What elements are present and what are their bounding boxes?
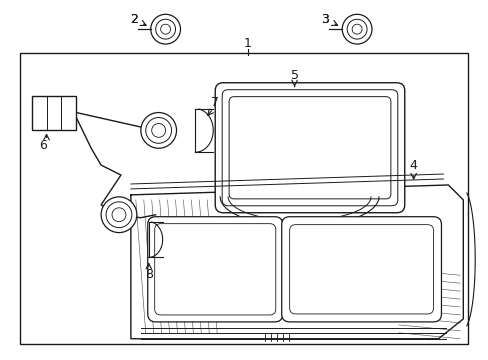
Text: 1: 1 bbox=[244, 37, 251, 50]
Text: 3: 3 bbox=[321, 13, 328, 26]
Text: 4: 4 bbox=[409, 159, 417, 172]
Bar bbox=[32, 96, 76, 130]
Circle shape bbox=[145, 117, 171, 143]
Text: 5: 5 bbox=[290, 69, 298, 82]
Text: 7: 7 bbox=[211, 96, 219, 109]
Circle shape bbox=[151, 123, 165, 137]
Circle shape bbox=[351, 24, 361, 34]
Circle shape bbox=[112, 208, 126, 222]
FancyBboxPatch shape bbox=[215, 83, 404, 213]
Bar bbox=[20, 53, 468, 344]
Circle shape bbox=[155, 19, 175, 39]
FancyBboxPatch shape bbox=[281, 217, 441, 322]
Text: 3: 3 bbox=[321, 13, 328, 26]
Text: 2: 2 bbox=[130, 13, 138, 26]
Circle shape bbox=[342, 14, 371, 44]
Circle shape bbox=[106, 202, 132, 228]
Text: 8: 8 bbox=[144, 268, 152, 281]
Circle shape bbox=[141, 113, 176, 148]
Circle shape bbox=[161, 24, 170, 34]
Polygon shape bbox=[131, 185, 462, 339]
Circle shape bbox=[101, 197, 137, 233]
Circle shape bbox=[346, 19, 366, 39]
FancyBboxPatch shape bbox=[147, 217, 282, 322]
Circle shape bbox=[150, 14, 180, 44]
Text: 2: 2 bbox=[130, 13, 138, 26]
Text: 6: 6 bbox=[40, 139, 47, 152]
